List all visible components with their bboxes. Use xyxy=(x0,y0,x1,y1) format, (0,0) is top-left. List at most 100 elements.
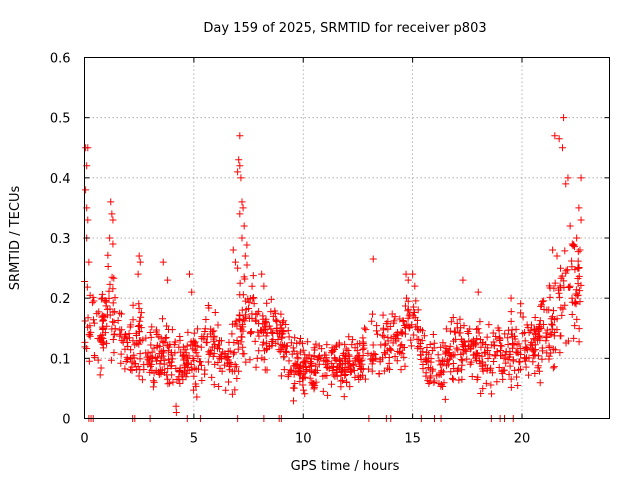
data-point xyxy=(545,282,553,290)
data-point xyxy=(470,351,478,359)
data-point xyxy=(558,311,566,319)
data-point xyxy=(259,338,267,346)
data-point xyxy=(441,395,449,403)
data-point xyxy=(278,333,286,341)
data-point xyxy=(364,349,372,357)
data-point xyxy=(160,360,168,368)
data-point xyxy=(484,354,492,362)
data-point xyxy=(263,339,271,347)
data-point xyxy=(280,317,288,325)
data-point xyxy=(505,353,513,361)
data-point xyxy=(236,210,244,218)
data-point xyxy=(155,370,163,378)
data-point xyxy=(238,333,246,341)
data-point xyxy=(150,378,158,386)
data-point xyxy=(566,282,574,290)
data-point xyxy=(404,297,412,305)
data-point xyxy=(380,349,388,357)
data-point xyxy=(543,332,551,340)
data-point xyxy=(216,354,224,362)
data-point xyxy=(474,288,482,296)
x-tick-label: 0 xyxy=(80,432,88,447)
data-point xyxy=(202,316,210,324)
data-point xyxy=(400,353,408,361)
data-point xyxy=(341,359,349,367)
data-point xyxy=(308,379,316,387)
data-point xyxy=(517,309,525,317)
data-point xyxy=(488,390,496,398)
data-point xyxy=(576,246,584,254)
data-point xyxy=(364,365,372,373)
data-point xyxy=(147,333,155,341)
data-point xyxy=(355,358,363,366)
data-point xyxy=(396,315,404,323)
data-point xyxy=(231,361,239,369)
data-point xyxy=(290,397,297,405)
data-point xyxy=(476,357,484,365)
data-point xyxy=(342,345,350,353)
data-point xyxy=(515,340,523,348)
data-point xyxy=(551,279,559,287)
data-point xyxy=(338,376,346,384)
data-point xyxy=(368,317,376,325)
data-point xyxy=(153,343,161,351)
data-point xyxy=(384,334,392,342)
data-point xyxy=(312,362,320,370)
data-point xyxy=(215,382,223,390)
data-point xyxy=(291,360,299,368)
data-point xyxy=(171,338,179,346)
data-point xyxy=(116,332,124,340)
data-point xyxy=(267,308,275,316)
data-point xyxy=(500,366,508,374)
data-point xyxy=(253,310,261,318)
data-point xyxy=(401,362,409,370)
data-point xyxy=(577,174,585,182)
data-point xyxy=(148,323,156,331)
data-point xyxy=(397,366,405,374)
data-point xyxy=(234,345,242,353)
data-point xyxy=(219,348,227,356)
data-point xyxy=(575,325,583,333)
data-point xyxy=(210,381,218,389)
data-point xyxy=(161,338,169,346)
data-point xyxy=(258,327,266,335)
data-point xyxy=(216,337,224,345)
y-tick-label: 0.5 xyxy=(50,112,71,127)
data-point xyxy=(562,267,570,275)
data-point xyxy=(509,356,517,364)
data-point xyxy=(201,366,209,374)
data-point xyxy=(269,312,277,320)
data-point xyxy=(460,342,468,350)
data-point xyxy=(135,300,143,308)
data-point xyxy=(261,347,269,355)
data-point xyxy=(194,325,202,333)
data-point xyxy=(448,352,456,360)
data-point xyxy=(550,332,558,340)
data-point xyxy=(438,367,446,375)
data-point xyxy=(507,330,515,338)
data-point xyxy=(289,344,297,352)
y-tick-label: 0.1 xyxy=(50,352,71,367)
data-point xyxy=(172,402,180,410)
data-point xyxy=(150,369,158,377)
data-point xyxy=(386,346,394,354)
data-point xyxy=(429,330,437,338)
data-point xyxy=(306,374,314,382)
data-point xyxy=(172,365,180,373)
data-point xyxy=(296,348,304,356)
data-point xyxy=(127,346,135,354)
data-point xyxy=(538,355,546,363)
data-point xyxy=(446,327,454,335)
data-point xyxy=(252,316,260,324)
data-point xyxy=(267,295,275,303)
data-point xyxy=(535,326,543,334)
data-point xyxy=(477,343,485,351)
data-point xyxy=(521,337,529,345)
data-point xyxy=(263,329,271,337)
data-point xyxy=(478,352,486,360)
data-point xyxy=(236,132,244,140)
data-point xyxy=(556,332,564,340)
data-point xyxy=(239,350,247,358)
data-point xyxy=(338,368,346,376)
